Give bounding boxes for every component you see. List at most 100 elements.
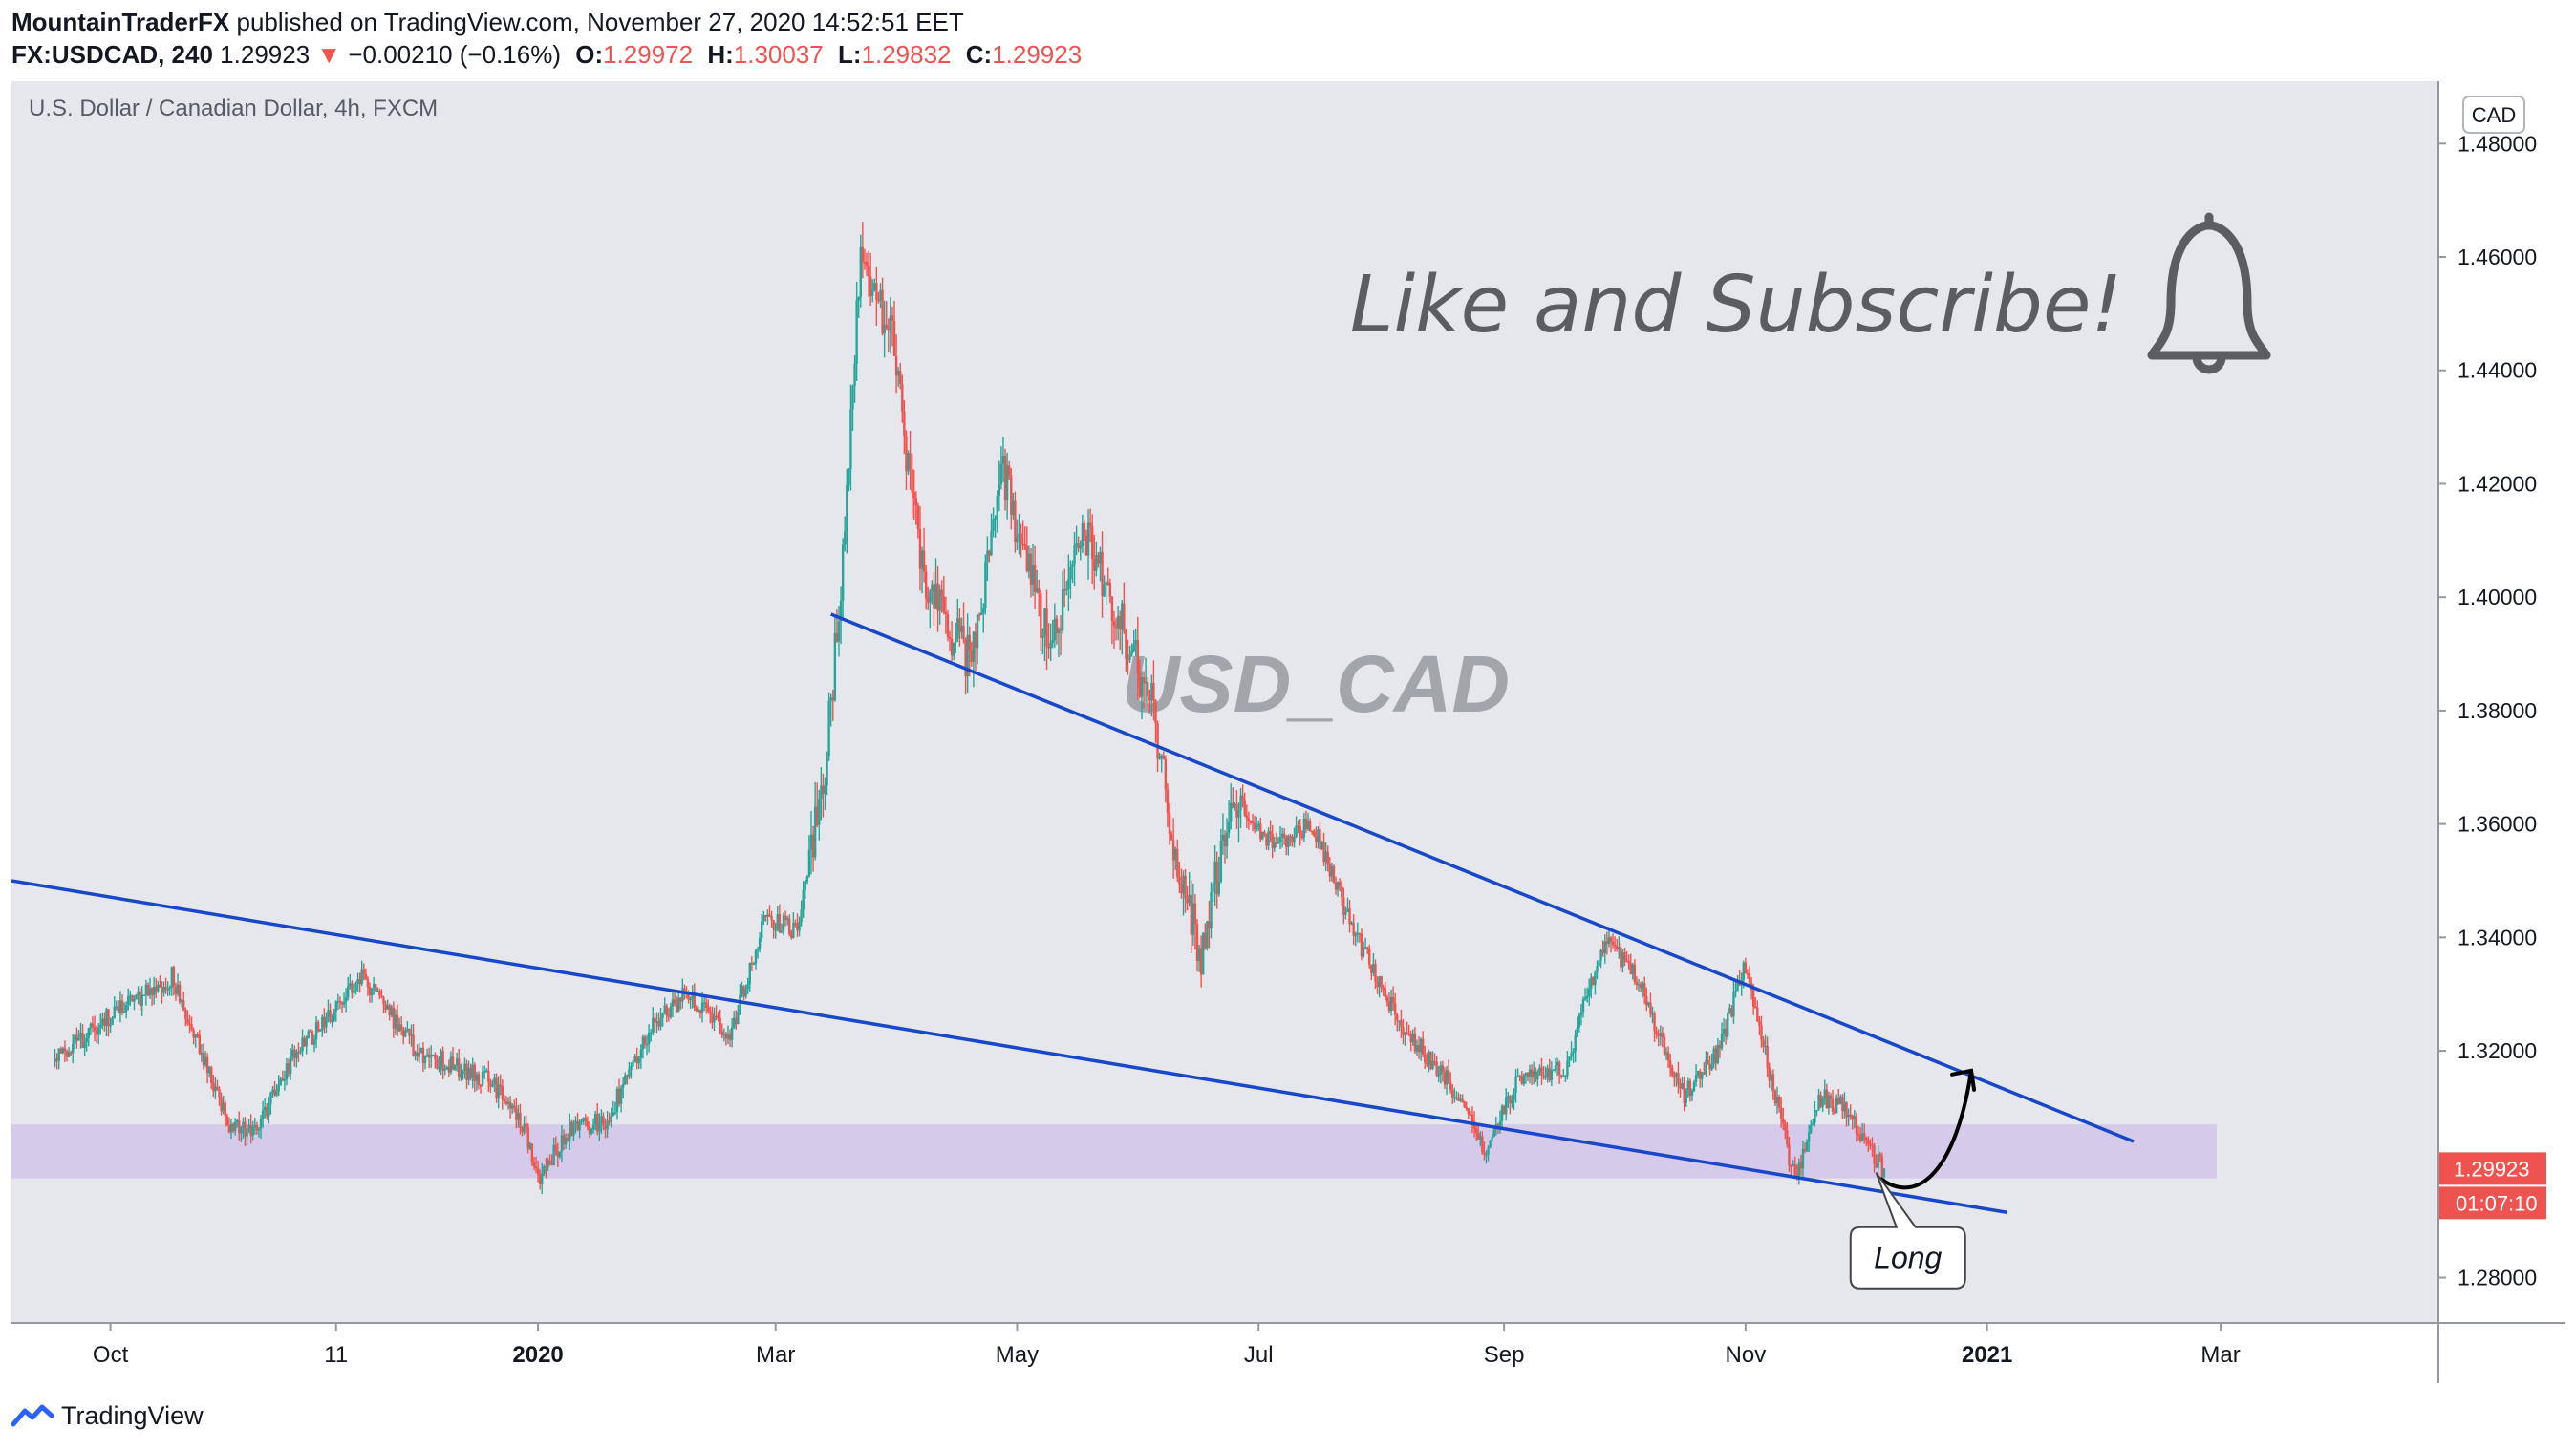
candle-body — [89, 1023, 93, 1029]
candle-body — [1426, 1062, 1428, 1065]
candle-body — [1235, 803, 1238, 818]
candle-body — [1795, 1174, 1798, 1178]
candle-body — [1118, 616, 1122, 630]
footer-brand[interactable]: TradingView — [61, 1400, 204, 1430]
candle-body — [1807, 1132, 1811, 1142]
candle-body — [1766, 1045, 1769, 1068]
candle-body — [887, 328, 890, 331]
candle-body — [1793, 1164, 1796, 1175]
candle-body — [698, 1010, 702, 1013]
price-tick-label: 1.46000 — [2458, 245, 2537, 269]
candle-body — [423, 1055, 427, 1063]
candle-body — [1195, 924, 1199, 961]
candle-body — [137, 991, 140, 995]
candle-body — [166, 989, 169, 991]
candle-body — [142, 994, 146, 996]
candle-body — [390, 1007, 393, 1016]
candle-body — [1393, 1003, 1397, 1015]
candle-body — [1801, 1148, 1805, 1169]
candle-body — [115, 1006, 118, 1009]
candle-body — [1880, 1156, 1884, 1178]
candle-body — [247, 1124, 250, 1129]
candle-body — [1833, 1111, 1836, 1114]
candle-body — [1620, 947, 1622, 968]
candle-body — [83, 1042, 86, 1048]
candle-body — [938, 589, 941, 611]
candle-body — [1685, 1089, 1687, 1103]
candle-body — [1853, 1116, 1857, 1119]
time-tick-label: Sep — [1484, 1342, 1525, 1368]
time-axis[interactable]: Oct 11 2020 Mar May Jul Sep Nov 2021 Mar — [93, 1323, 2241, 1368]
candle-body — [1847, 1114, 1850, 1118]
candle-body — [1225, 832, 1229, 847]
candle-body — [1576, 1027, 1578, 1035]
candle-body — [1018, 533, 1020, 538]
chart-canvas[interactable]: U.S. Dollar / Canadian Dollar, 4h, FXCM … — [11, 81, 2565, 1383]
candle-body — [1663, 1036, 1666, 1055]
candle-body — [1219, 841, 1223, 882]
candle-body — [1487, 1147, 1490, 1155]
currency-button[interactable] — [2462, 96, 2525, 134]
candle-body — [1253, 822, 1256, 830]
candle-body — [436, 1058, 439, 1069]
candle-body — [912, 492, 915, 499]
candle-body — [1526, 1072, 1530, 1077]
candle-body — [1839, 1096, 1842, 1104]
candle-body — [841, 544, 845, 601]
candle-body — [972, 631, 976, 662]
candle-body — [54, 1058, 56, 1062]
candle-body — [1596, 966, 1599, 972]
symbol-label[interactable]: FX:USDCAD, 240 — [11, 40, 213, 69]
candle-body — [1421, 1038, 1425, 1055]
candle-body — [807, 849, 811, 877]
candle-body — [184, 1010, 187, 1019]
candle-body — [528, 1143, 532, 1149]
high-label: H: — [707, 40, 734, 69]
author-name[interactable]: MountainTraderFX — [11, 8, 230, 36]
candle-body — [1572, 1051, 1575, 1054]
candle-body — [485, 1070, 488, 1073]
candle-body — [1162, 755, 1165, 759]
candle-body — [584, 1118, 588, 1122]
support-zone[interactable] — [11, 1124, 2217, 1179]
candle-body — [1550, 1070, 1554, 1080]
long-callout[interactable]: Long — [1849, 1172, 1966, 1290]
candle-body — [491, 1084, 494, 1087]
projection-arrowhead — [1950, 1068, 1977, 1092]
candle-body — [606, 1120, 609, 1130]
candle-body — [556, 1151, 560, 1157]
candle-body — [118, 1000, 122, 1013]
candle-body — [242, 1121, 245, 1129]
candle-body — [829, 697, 832, 701]
candle-body — [1799, 1162, 1803, 1169]
candle-body — [1342, 897, 1345, 915]
candle-body — [1433, 1060, 1436, 1063]
candle-body — [246, 1128, 248, 1137]
candle-body — [414, 1052, 417, 1056]
price-axis[interactable]: 1.280001.300001.320001.340001.360001.380… — [2438, 131, 2537, 1290]
candle-body — [113, 1006, 116, 1019]
candle-body — [182, 1000, 185, 1011]
candle-body — [1857, 1133, 1860, 1136]
candle-body — [376, 990, 379, 992]
candle-body — [1613, 945, 1617, 947]
candle-body — [1389, 996, 1393, 1012]
candle-body — [1178, 877, 1181, 885]
candle-body — [1341, 885, 1343, 898]
candle-body — [593, 1114, 597, 1125]
price-tick-label: 1.42000 — [2458, 471, 2537, 496]
candle-body — [1535, 1071, 1537, 1080]
candle-body — [700, 1002, 704, 1013]
candle-body — [1370, 965, 1373, 973]
candle-body — [1538, 1067, 1541, 1073]
candle-body — [1125, 631, 1127, 660]
candle-body — [1686, 1080, 1689, 1090]
candle-body — [1380, 976, 1383, 988]
projection-arrow[interactable] — [1878, 1070, 1974, 1190]
candle-body — [176, 984, 180, 994]
candle-body — [1234, 803, 1236, 806]
candle-body — [1784, 1123, 1787, 1131]
candle-body — [669, 1006, 673, 1017]
candle-body — [894, 355, 898, 376]
candle-body — [916, 505, 920, 529]
